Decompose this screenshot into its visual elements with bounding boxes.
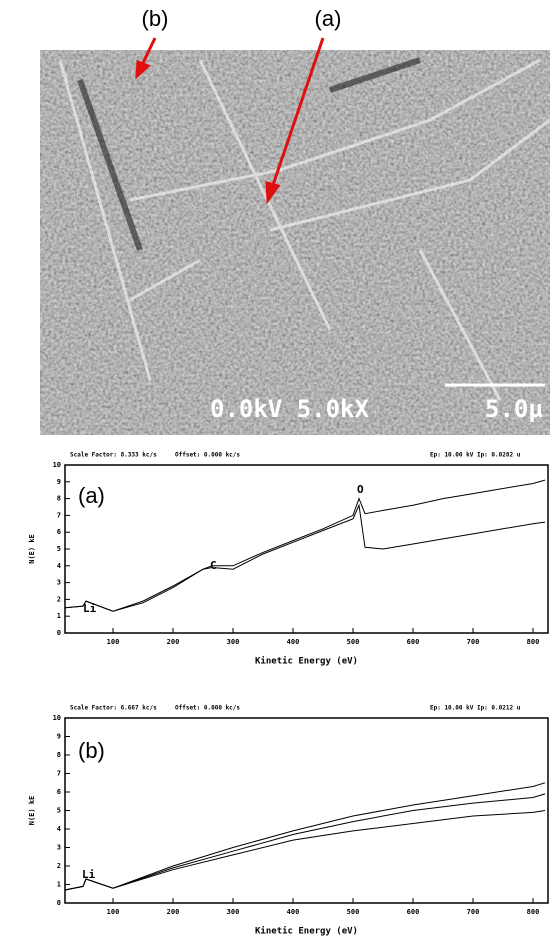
sem-image: 0.0kV 5.0kX 5.0µ (40, 50, 550, 435)
y-tick-label: 8 (57, 751, 61, 759)
y-tick-label: 9 (57, 733, 61, 741)
header-text: Ep: 10.00 kV Ip: 0.0282 u (430, 452, 521, 459)
spectrum-line (64, 810, 546, 891)
y-tick-label: 10 (53, 461, 61, 469)
spectrum-line (64, 479, 546, 612)
spectrum-line (64, 793, 546, 891)
x-tick-label: 500 (347, 638, 360, 646)
y-tick-label: 7 (57, 511, 61, 519)
y-tick-label: 0 (57, 629, 61, 637)
y-tick-label: 2 (57, 595, 61, 603)
y-tick-label: 6 (57, 528, 61, 536)
y-tick-label: 6 (57, 788, 61, 796)
x-tick-label: 400 (287, 638, 300, 646)
x-tick-label: 800 (527, 908, 540, 916)
y-tick-label: 8 (57, 495, 61, 503)
annotation: Li (82, 868, 96, 881)
header-text: Scale Factor: 8.333 kc/s (70, 452, 157, 459)
annotation: (a) (78, 483, 105, 508)
header-text: Offset: 0.000 kc/s (175, 705, 240, 712)
x-tick-label: 200 (167, 908, 180, 916)
plot-frame (64, 464, 549, 634)
arrows (135, 37, 325, 205)
y-tick-label: 1 (57, 612, 61, 620)
x-tick-label: 800 (527, 638, 540, 646)
y-axis-label: N(E) kE (28, 796, 36, 826)
x-tick-label: 500 (347, 908, 360, 916)
image-label: (b) (142, 6, 169, 31)
x-axis-label: Kinetic Energy (eV) (255, 926, 358, 937)
x-tick-label: 300 (227, 638, 240, 646)
scale-text: 5.0µ (485, 395, 543, 423)
x-tick-label: 600 (407, 638, 420, 646)
y-tick-label: 3 (57, 844, 61, 852)
x-tick-label: 200 (167, 638, 180, 646)
annotation: Li (83, 602, 97, 615)
y-tick-label: 7 (57, 770, 61, 778)
x-tick-label: 100 (107, 908, 120, 916)
spectrum-line (64, 782, 546, 891)
y-tick-label: 5 (57, 545, 61, 553)
annotation: C (210, 559, 217, 572)
y-tick-label: 9 (57, 478, 61, 486)
plot-frame (64, 717, 549, 904)
x-axis-label: Kinetic Energy (eV) (255, 656, 358, 667)
x-tick-label: 700 (467, 908, 480, 916)
annotation: (b) (78, 738, 105, 763)
y-tick-label: 0 (57, 899, 61, 907)
sem-caption: 0.0kV 5.0kX (210, 395, 369, 423)
x-tick-label: 700 (467, 638, 480, 646)
y-tick-label: 3 (57, 579, 61, 587)
header-text: Offset: 0.000 kc/s (175, 452, 240, 459)
x-tick-label: 600 (407, 908, 420, 916)
image-label: (a) (315, 6, 342, 31)
spectrum-line (64, 503, 546, 612)
x-tick-label: 300 (227, 908, 240, 916)
annotation: O (357, 483, 364, 496)
y-axis-label: N(E) kE (28, 534, 36, 564)
header-text: Ep: 10.00 kV Ip: 0.0212 u (430, 705, 521, 712)
x-tick-label: 400 (287, 908, 300, 916)
y-tick-label: 2 (57, 862, 61, 870)
y-tick-label: 5 (57, 807, 61, 815)
y-tick-label: 1 (57, 881, 61, 889)
x-tick-label: 100 (107, 638, 120, 646)
y-tick-label: 4 (57, 562, 61, 570)
header-text: Scale Factor: 6.667 kc/s (70, 705, 157, 712)
y-tick-label: 4 (57, 825, 61, 833)
y-tick-label: 10 (53, 714, 61, 722)
